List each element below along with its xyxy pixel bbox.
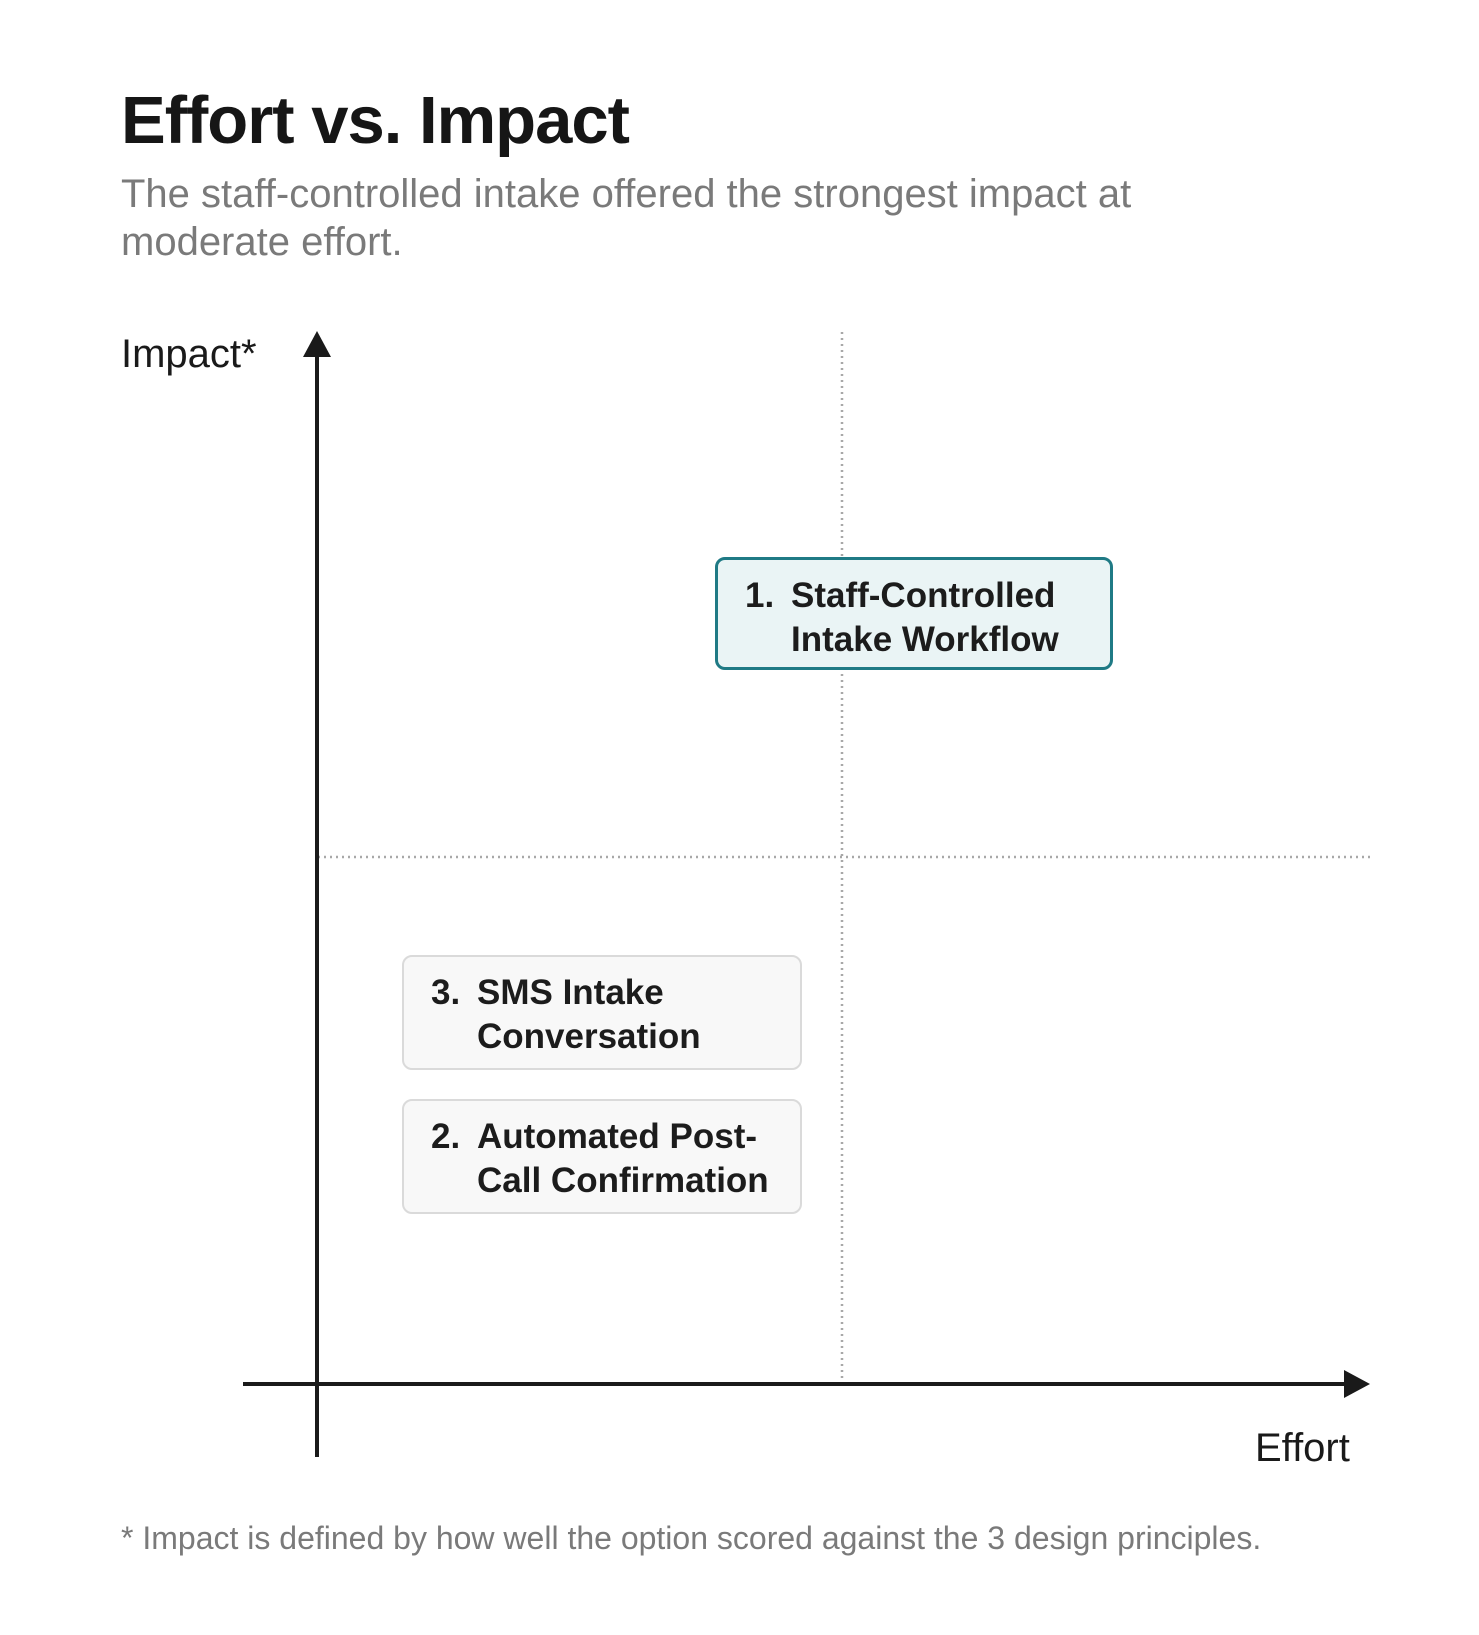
option-label: Automated Post- Call Confirmation	[477, 1115, 782, 1203]
option-label-line: SMS Intake	[477, 973, 664, 1012]
option-label-line: Staff-Controlled	[791, 576, 1056, 615]
option-label-line: Call Confirmation	[477, 1161, 769, 1200]
option-number: 1.	[745, 576, 775, 615]
page-subtitle: The staff-controlled intake offered the …	[121, 172, 1132, 264]
option-number: 3.	[431, 973, 461, 1012]
option-label-line: Conversation	[477, 1017, 701, 1056]
option-label-line: Automated Post-	[477, 1117, 757, 1156]
option-label-line: Intake Workflow	[791, 620, 1059, 659]
option-card-staff-controlled-intake: 1. Staff-Controlled Intake Workflow	[715, 557, 1113, 670]
y-axis-label: Impact*	[121, 332, 257, 376]
page-title: Effort vs. Impact	[121, 83, 630, 158]
option-label: Staff-Controlled Intake Workflow	[791, 574, 1092, 662]
option-card-automated-confirmation: 2. Automated Post- Call Confirmation	[402, 1099, 802, 1214]
option-label: SMS Intake Conversation	[477, 971, 782, 1059]
footnote: * Impact is defined by how well the opti…	[121, 1520, 1262, 1556]
option-card-sms-intake: 3. SMS Intake Conversation	[402, 955, 802, 1070]
x-axis-arrow-icon	[1344, 1370, 1370, 1398]
y-axis-arrow-icon	[303, 331, 331, 357]
x-axis-label: Effort	[1255, 1426, 1350, 1470]
option-number: 2.	[431, 1117, 461, 1156]
